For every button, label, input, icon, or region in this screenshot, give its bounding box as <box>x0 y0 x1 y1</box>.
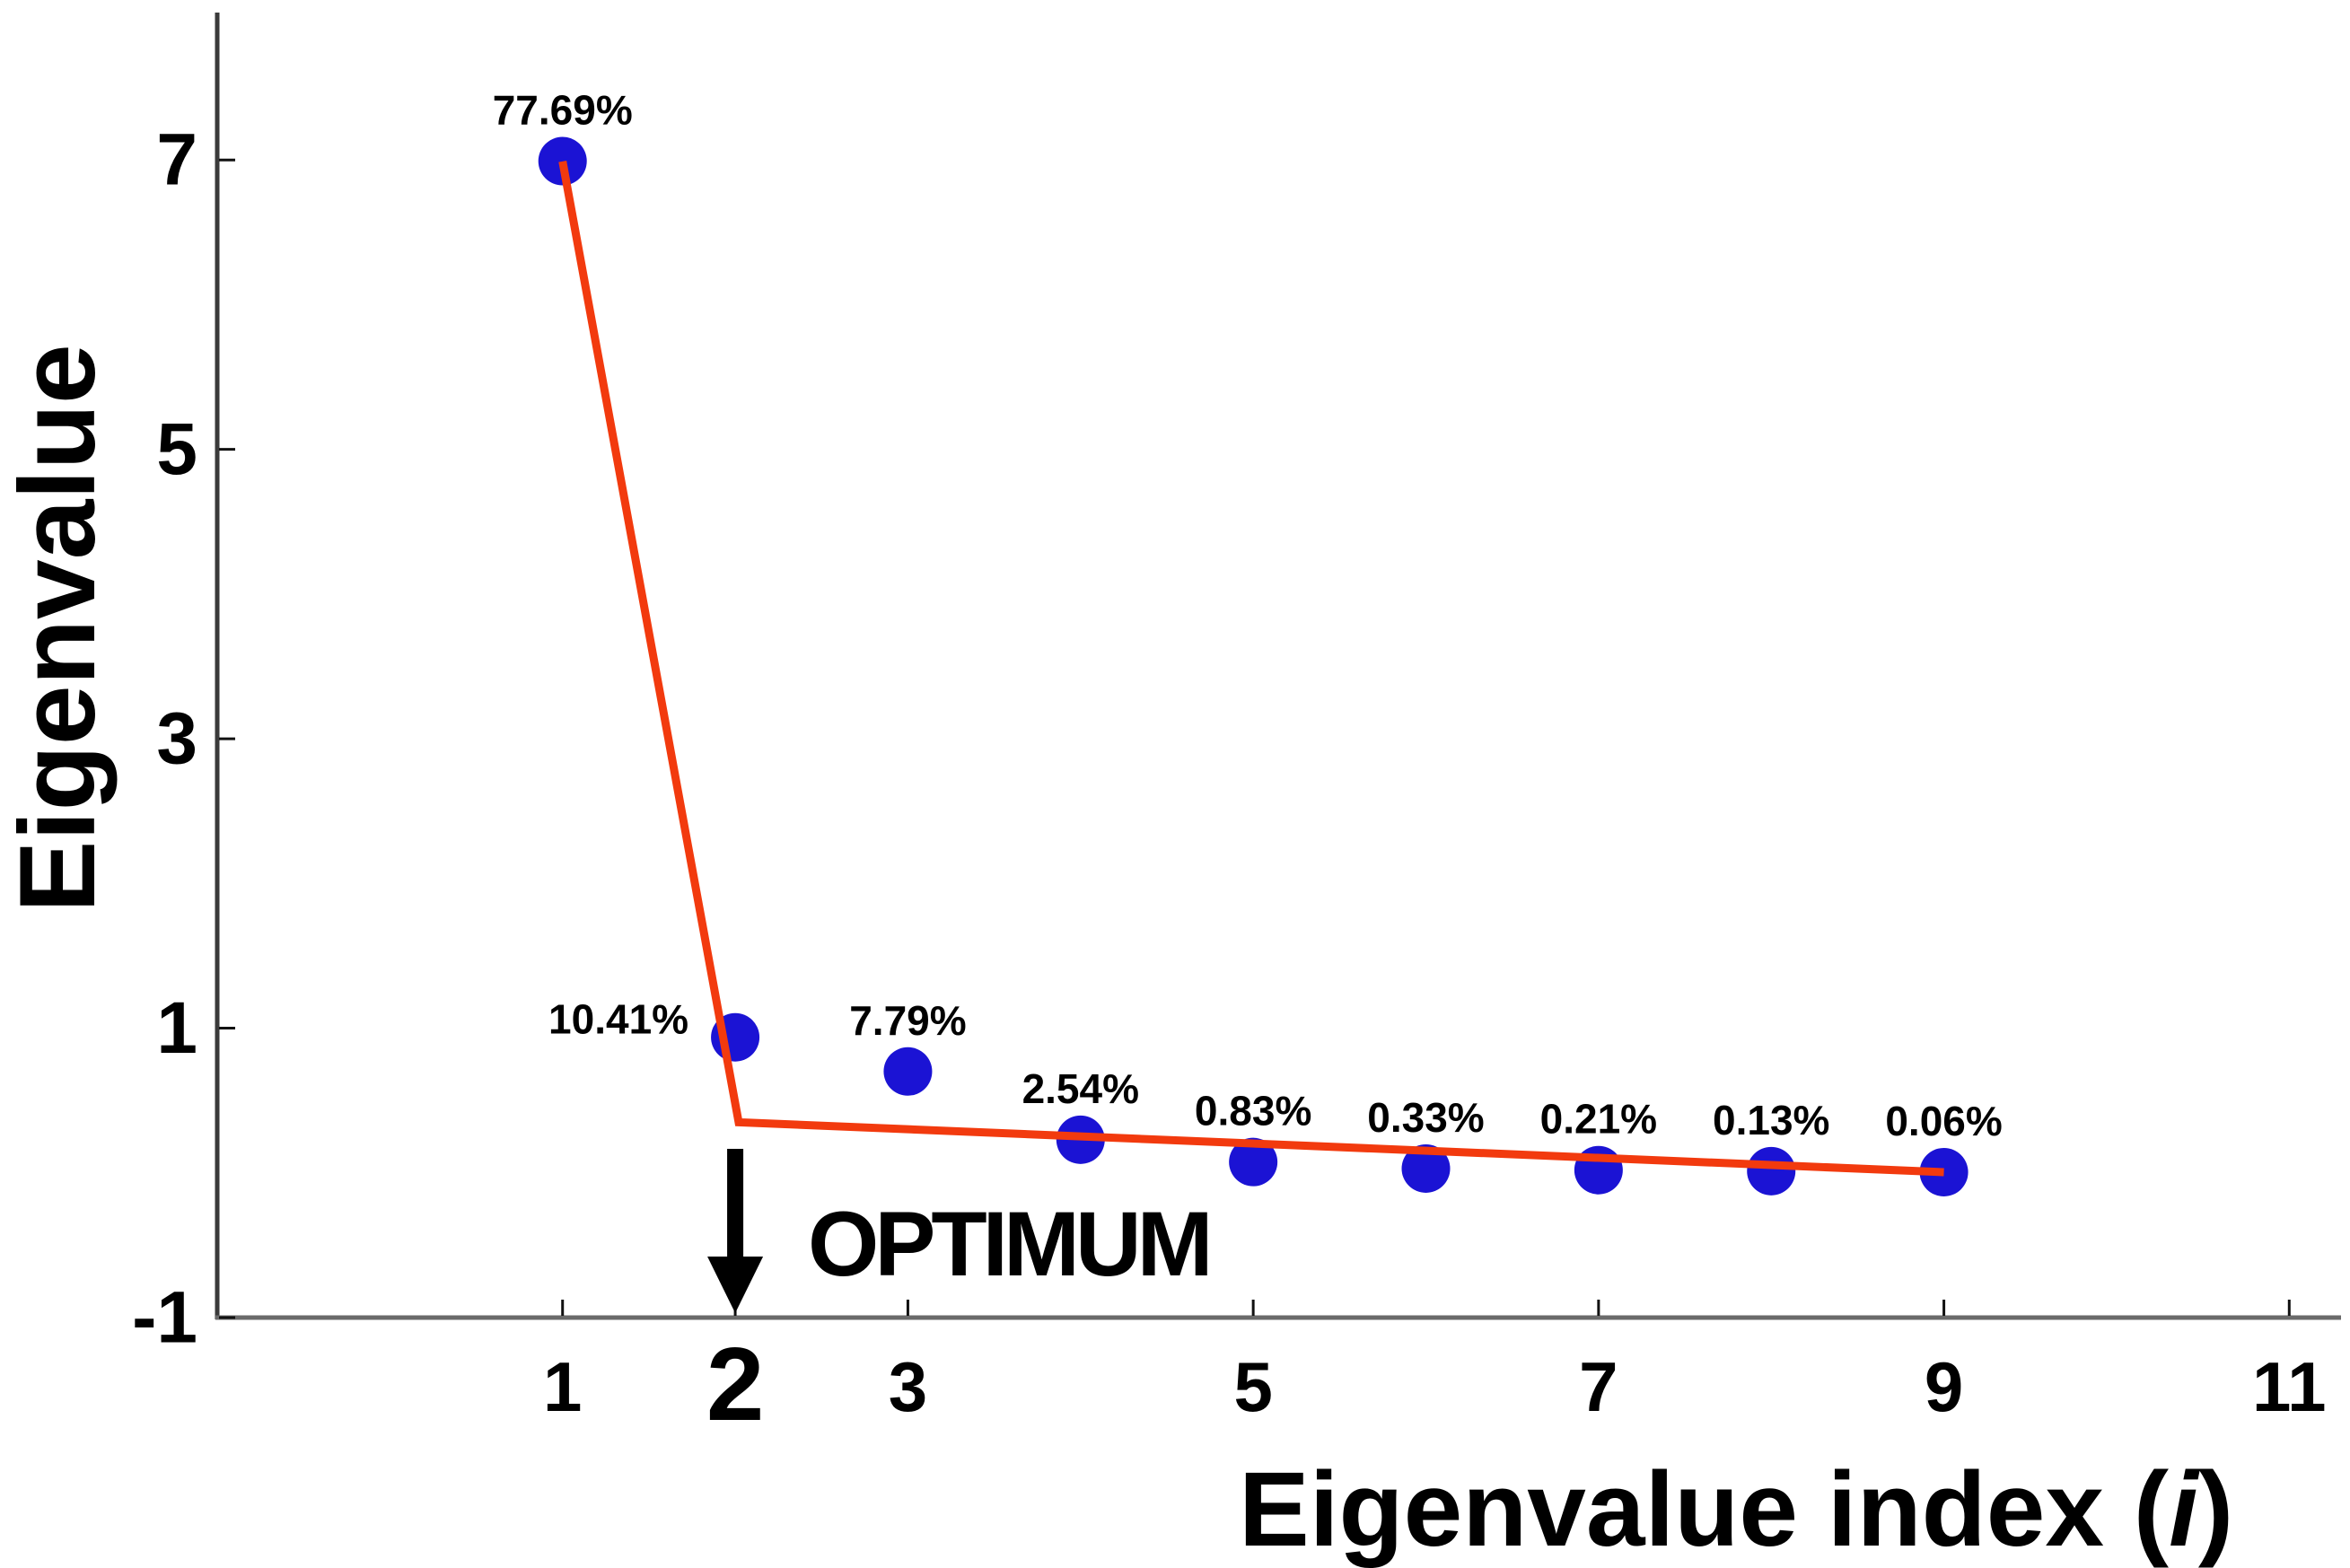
percent-label-2: 10.41% <box>548 996 688 1043</box>
percent-labels: 77.69% 10.41% 7.79% 2.54% 0.83% 0.33% 0.21% 0.1… <box>493 87 2003 1144</box>
y-tick-label-5: 5 <box>156 408 197 490</box>
x-axis-title-prefix: Eigenvalue index ( <box>1239 1450 2170 1568</box>
optimum-down-arrow-shaft <box>727 1149 744 1258</box>
data-point-3 <box>883 1047 933 1096</box>
y-tick-label-3: 3 <box>156 698 197 780</box>
percent-label-7: 0.21% <box>1540 1096 1657 1143</box>
percent-label-4: 2.54% <box>1022 1065 1139 1112</box>
x-axis-title-variable: i <box>2169 1450 2200 1568</box>
y-tick-label--1: -1 <box>132 1277 197 1359</box>
data-point-5 <box>1229 1137 1278 1187</box>
optimum-down-arrow-icon <box>707 1257 764 1313</box>
percent-label-9: 0.06% <box>1885 1098 2002 1144</box>
x-tick-label-5: 5 <box>1233 1347 1272 1426</box>
optimum-annotation-label: OPTIMUM <box>808 1193 1209 1295</box>
trend-line-group <box>558 161 1944 1177</box>
percent-label-1: 77.69% <box>493 87 633 134</box>
x-tick-label-optimum: 2 <box>706 1326 765 1442</box>
x-tick-label-7: 7 <box>1579 1347 1618 1426</box>
x-axis-title: Eigenvalue index (i) <box>1239 1450 2233 1568</box>
data-points <box>538 136 1969 1196</box>
percent-label-8: 0.13% <box>1713 1097 1829 1143</box>
trend-line <box>558 161 1944 1177</box>
percent-label-3: 7.79% <box>849 997 966 1044</box>
data-point-1 <box>538 136 587 186</box>
y-axis-title: Eigenvalue <box>0 344 118 913</box>
x-tick-label-9: 9 <box>1925 1347 1963 1426</box>
x-tick-label-1: 1 <box>543 1347 582 1426</box>
data-point-6 <box>1401 1143 1451 1193</box>
percent-label-5: 0.83% <box>1195 1088 1311 1134</box>
y-axis-ticks: -1 1 3 5 7 <box>132 119 235 1359</box>
y-tick-label-7: 7 <box>156 119 197 201</box>
y-tick-label-1: 1 <box>156 987 197 1069</box>
x-axis-title-suffix: ) <box>2198 1450 2233 1568</box>
optimum-arrow-group <box>707 1149 764 1313</box>
x-axis-ticks: 1 2 3 5 7 9 11 <box>543 1300 2327 1442</box>
data-point-8 <box>1747 1146 1796 1196</box>
x-tick-label-3: 3 <box>889 1347 927 1426</box>
x-tick-label-11: 11 <box>2252 1347 2326 1426</box>
percent-label-6: 0.33% <box>1367 1094 1484 1141</box>
